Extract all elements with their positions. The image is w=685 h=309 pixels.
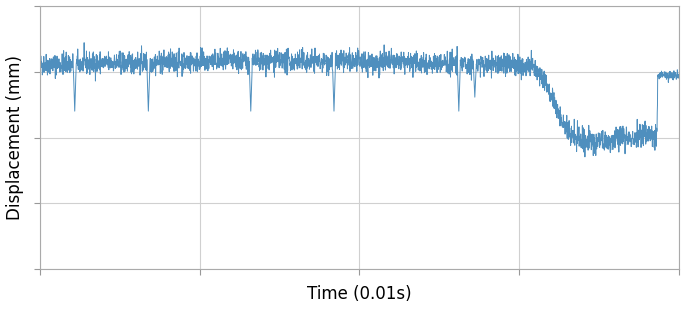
Y-axis label: Displacement (mm): Displacement (mm) [5,55,23,220]
X-axis label: Time (0.01s): Time (0.01s) [307,286,412,303]
